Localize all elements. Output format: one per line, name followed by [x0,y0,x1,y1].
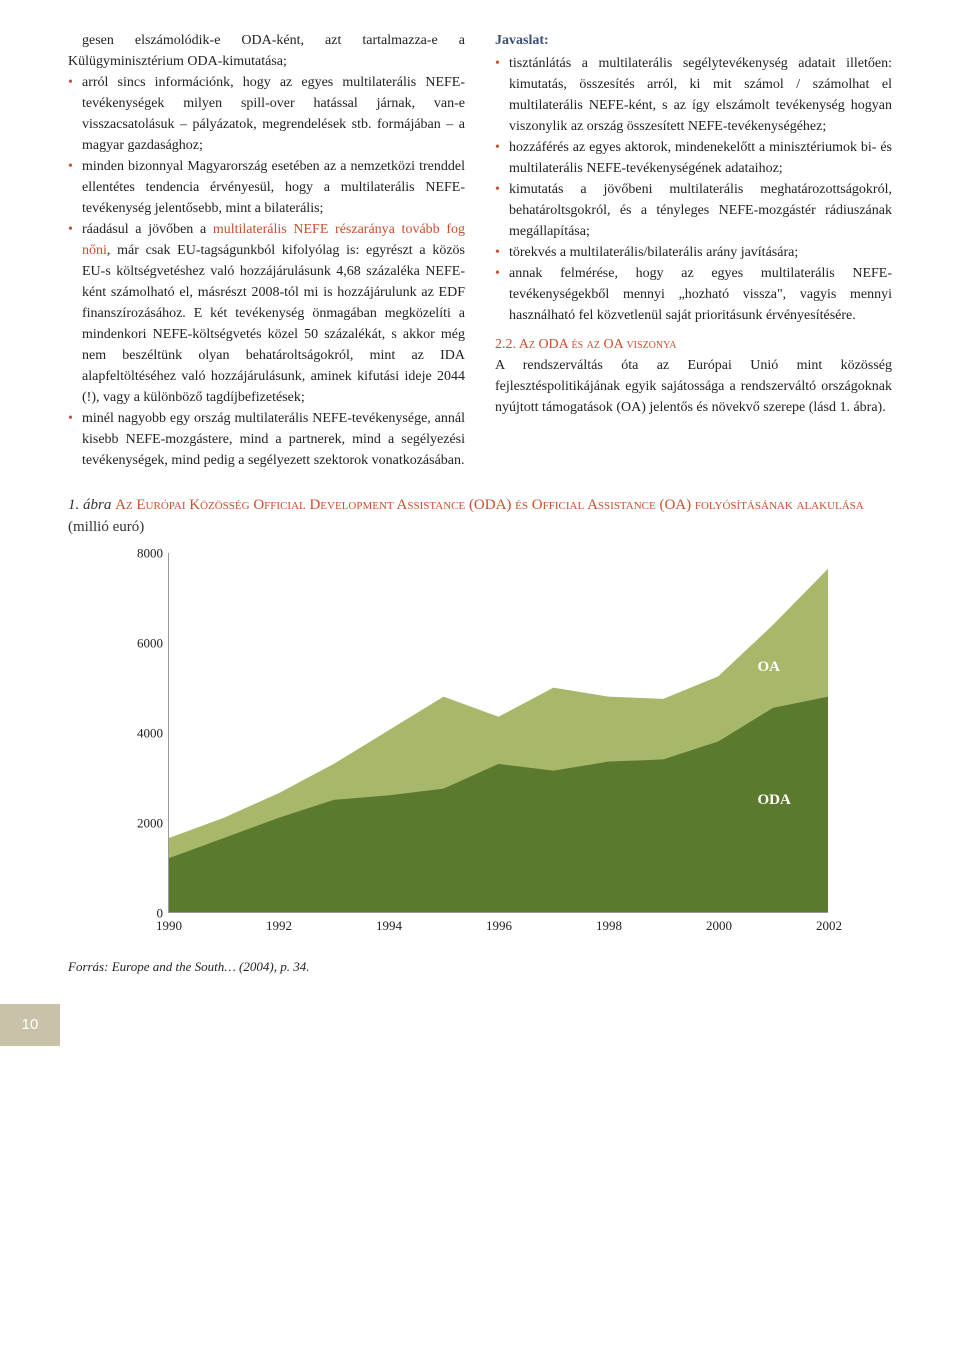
fig-caption-unit: (millió euró) [68,519,144,535]
chart-container: 0200040006000800019901992199419961998200… [168,553,872,913]
area-chart: 0200040006000800019901992199419961998200… [168,553,828,913]
left-b3-a: ráadásul a jövőben a [82,222,213,237]
right-bullet-5: annak felmérése, hogy az egyes multilate… [495,263,892,326]
right-bullet-list: tisztánlátás a multilaterális segélytevé… [495,53,892,326]
ytick: 2000 [119,813,163,833]
right-column: Javaslat: tisztánlátás a multilaterális … [495,30,892,471]
ytick: 4000 [119,723,163,743]
fig-caption-main: Az Európai Közösség Official Development… [115,497,864,513]
right-para-2: A rendszerváltás óta az Európai Unió min… [495,355,892,418]
ytick: 6000 [119,633,163,653]
xtick: 1990 [156,916,182,936]
right-bullet-1: tisztánlátás a multilaterális segélytevé… [495,53,892,137]
left-bullet-list: arról sincs információnk, hogy az egyes … [68,72,465,471]
left-column: gesen elszámolódik-e ODA-ként, azt tarta… [68,30,465,471]
left-bullet-1: arról sincs információnk, hogy az egyes … [68,72,465,156]
chart-svg [169,553,828,912]
fig-caption-lead: 1. ábra [68,497,115,513]
figure-caption: 1. ábra Az Európai Közösség Official Dev… [68,495,892,539]
left-pre-text: gesen elszámolódik-e ODA-ként, azt tarta… [68,30,465,72]
xtick: 1994 [376,916,402,936]
subheading-2-2: 2.2. Az ODA és az OA viszonya [495,334,892,355]
right-para-2-text: A rendszerváltás óta az Európai Unió min… [495,358,892,415]
xtick: 2000 [706,916,732,936]
left-bullet-2: minden bizonnyal Magyarország esetében a… [68,156,465,219]
series-label-oda: ODA [758,789,791,812]
series-label-oa: OA [758,656,781,679]
right-bullet-3: kimutatás a jövőbeni multilaterális megh… [495,179,892,242]
xtick: 1996 [486,916,512,936]
right-bullet-2: hozzáférés az egyes aktorok, mindenekelő… [495,137,892,179]
left-b3-b: , már csak EU-tagságunkból kifolyólag is… [82,243,465,405]
page-number: 10 [22,1014,39,1037]
xtick: 1992 [266,916,292,936]
figure-source: Forrás: Europe and the South… (2004), p.… [68,957,892,977]
ytick: 8000 [119,543,163,563]
left-bullet-4: minél nagyobb egy ország multilaterális … [68,408,465,471]
page-number-tab: 10 [0,1004,60,1046]
left-bullet-3: ráadásul a jövőben a multilaterális NEFE… [68,219,465,408]
right-bullet-4: törekvés a multilaterális/bilaterális ar… [495,242,892,263]
xtick: 1998 [596,916,622,936]
javaslat-heading: Javaslat: [495,30,892,51]
xtick: 2002 [816,916,842,936]
body-columns: gesen elszámolódik-e ODA-ként, azt tarta… [68,30,892,471]
